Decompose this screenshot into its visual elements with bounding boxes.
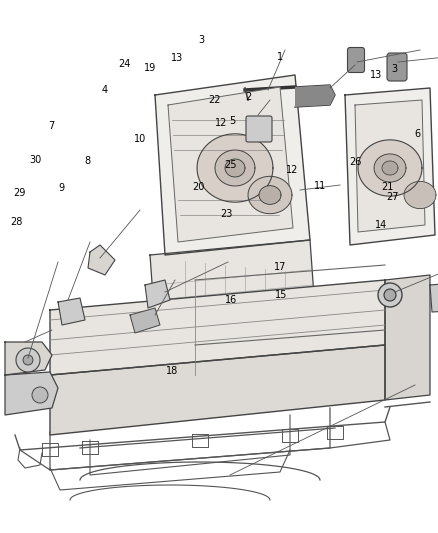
Polygon shape (355, 100, 425, 232)
Text: 17: 17 (274, 262, 286, 271)
Text: 20: 20 (192, 182, 204, 192)
Polygon shape (358, 140, 422, 196)
Text: 2: 2 (246, 92, 252, 102)
Text: 8: 8 (85, 157, 91, 166)
Text: 3: 3 (198, 35, 205, 45)
Polygon shape (168, 87, 293, 242)
Text: 25: 25 (225, 160, 237, 170)
Polygon shape (5, 342, 52, 375)
FancyBboxPatch shape (246, 116, 272, 142)
Text: 29: 29 (14, 188, 26, 198)
Polygon shape (130, 308, 160, 333)
FancyBboxPatch shape (387, 53, 407, 81)
Polygon shape (382, 161, 398, 175)
Text: 5: 5 (229, 116, 235, 126)
Polygon shape (50, 280, 385, 375)
Polygon shape (385, 275, 430, 400)
Polygon shape (404, 181, 436, 208)
Text: 3: 3 (391, 64, 397, 74)
Text: 18: 18 (166, 366, 178, 376)
Text: 21: 21 (381, 182, 393, 191)
Polygon shape (259, 185, 281, 204)
Text: 30: 30 (30, 155, 42, 165)
Text: 14: 14 (375, 221, 387, 230)
Circle shape (32, 387, 48, 403)
Text: 12: 12 (286, 165, 299, 175)
Polygon shape (248, 176, 292, 214)
Text: 6: 6 (414, 129, 420, 139)
Polygon shape (145, 280, 170, 308)
Text: 24: 24 (118, 60, 130, 69)
Text: 11: 11 (314, 181, 326, 191)
Polygon shape (215, 150, 255, 186)
Text: 12: 12 (215, 118, 227, 127)
Polygon shape (58, 298, 85, 325)
Text: 26: 26 (350, 157, 362, 167)
Polygon shape (225, 159, 245, 177)
Text: 1: 1 (277, 52, 283, 62)
Polygon shape (197, 134, 273, 202)
Polygon shape (5, 372, 58, 415)
Polygon shape (345, 88, 435, 245)
Text: 28: 28 (11, 217, 23, 227)
Text: 15: 15 (276, 290, 288, 300)
Text: 7: 7 (49, 122, 55, 131)
Text: 23: 23 (220, 209, 232, 219)
Polygon shape (88, 245, 115, 275)
Polygon shape (295, 85, 335, 107)
Polygon shape (50, 345, 385, 435)
FancyBboxPatch shape (347, 47, 364, 72)
Polygon shape (155, 75, 310, 255)
Text: 19: 19 (144, 63, 156, 73)
Polygon shape (150, 240, 315, 325)
Polygon shape (374, 154, 406, 182)
Text: 13: 13 (171, 53, 184, 62)
Text: 10: 10 (134, 134, 146, 144)
Circle shape (384, 289, 396, 301)
Polygon shape (430, 282, 438, 312)
Circle shape (378, 283, 402, 307)
Circle shape (23, 355, 33, 365)
Text: 27: 27 (387, 192, 399, 202)
Text: 13: 13 (370, 70, 382, 79)
Circle shape (16, 348, 40, 372)
Text: 9: 9 (58, 183, 64, 193)
Text: 4: 4 (101, 85, 107, 94)
Text: 22: 22 (208, 95, 221, 105)
Text: 16: 16 (225, 295, 237, 305)
